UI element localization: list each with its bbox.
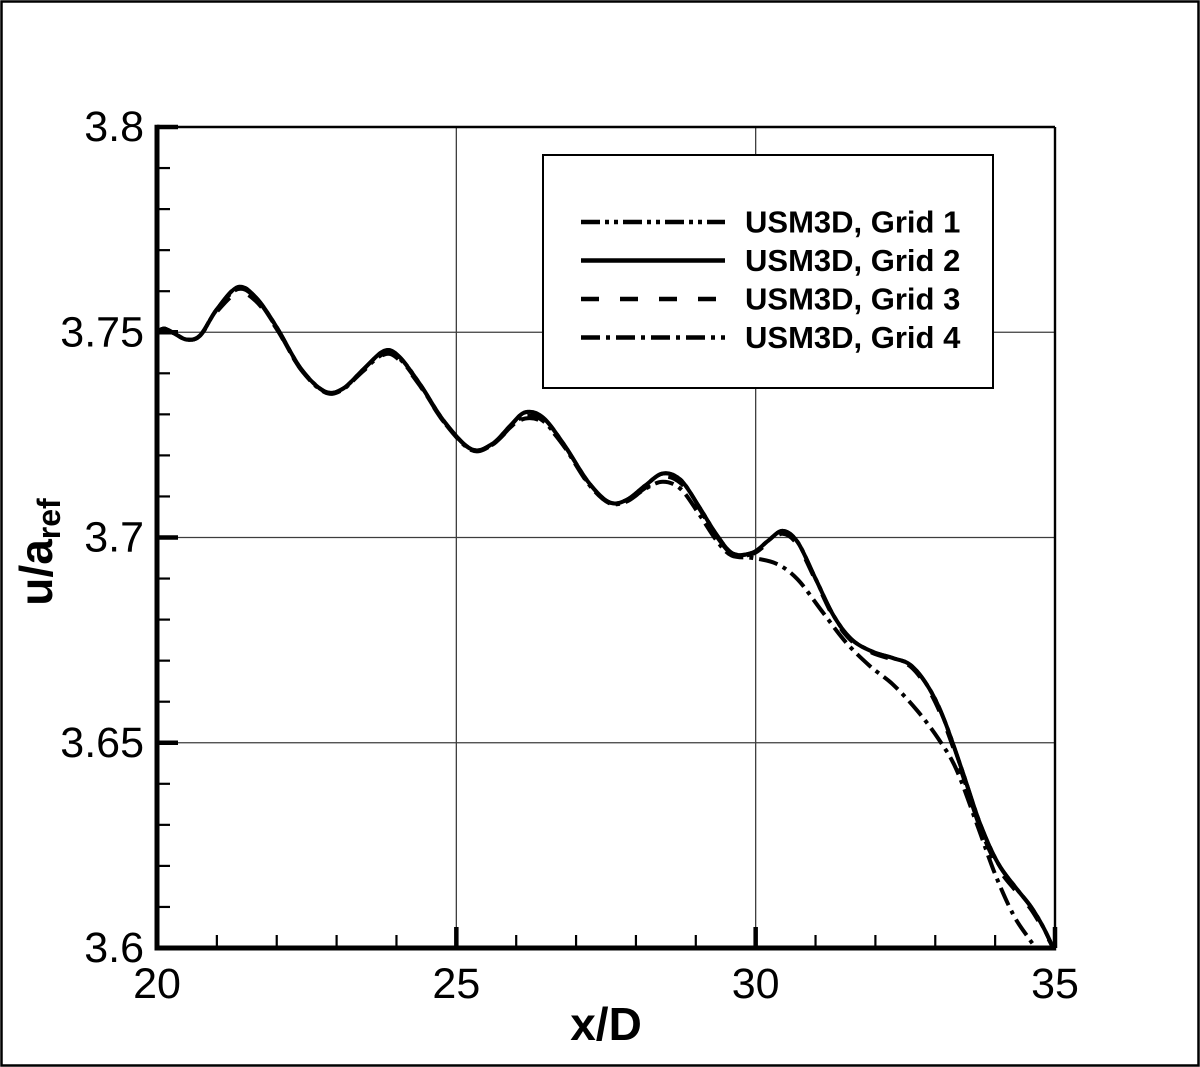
y-tick-label: 3.7 — [84, 514, 144, 562]
series-curve-grid-4 — [155, 286, 1038, 950]
x-tick-label: 30 — [732, 960, 780, 1008]
plot-frame — [154, 124, 1057, 951]
series-layer — [155, 284, 1056, 950]
x-tick-label: 25 — [432, 960, 480, 1008]
x-tick-label: 35 — [1031, 960, 1079, 1008]
y-tick-label: 3.75 — [60, 308, 144, 356]
legend-label-grid-1: USM3D, Grid 1 — [745, 205, 960, 240]
legend-label-grid-4: USM3D, Grid 4 — [745, 320, 961, 355]
y-tick-label: 3.6 — [84, 924, 144, 972]
y-axis-title: u/aref — [10, 498, 67, 606]
legend-label-grid-2: USM3D, Grid 2 — [745, 243, 960, 278]
x-axis-title: x/D — [570, 998, 642, 1050]
y-axis-title-main: u/a — [10, 539, 62, 606]
y-axis-title-subscript: ref — [31, 498, 67, 539]
legend-box — [542, 154, 994, 389]
tick-labels-layer: 20 25 30 35 3.6 3.65 3.7 3.75 3.8 — [60, 103, 1079, 1008]
legend-label-grid-3: USM3D, Grid 3 — [745, 282, 960, 317]
y-tick-label: 3.65 — [60, 719, 144, 767]
x-tick-label: 20 — [133, 960, 181, 1008]
y-tick-label: 3.8 — [84, 103, 144, 151]
